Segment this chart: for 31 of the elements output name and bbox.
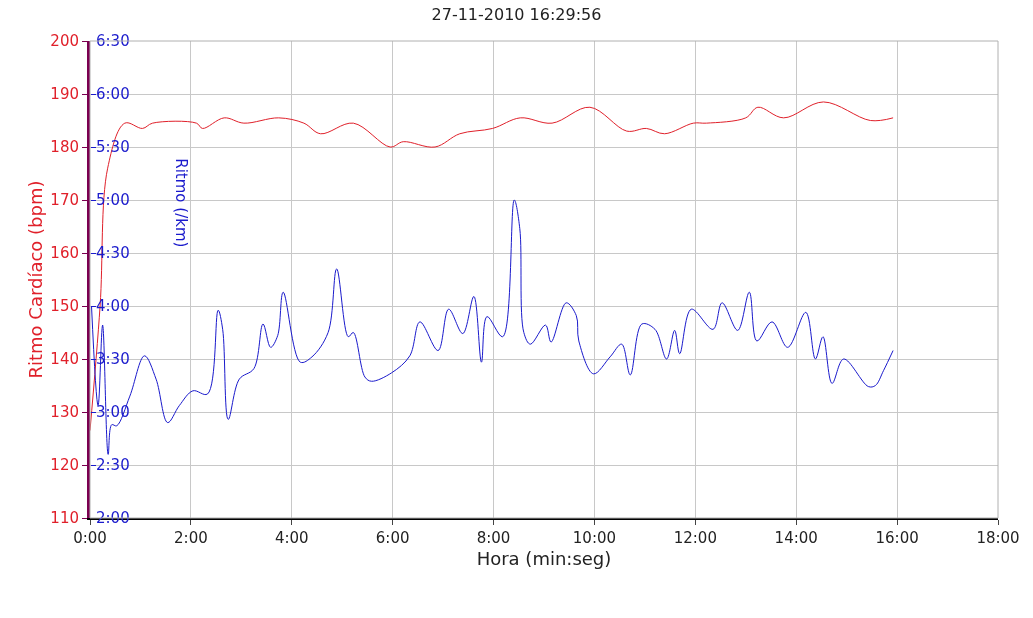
y2-tick-label: 2:30 <box>96 456 130 475</box>
x-tick-label: 8:00 <box>476 529 511 547</box>
y-tick-label: 190 <box>50 85 79 104</box>
x-tick-label: 12:00 <box>673 529 717 547</box>
y2-tick-label: 5:00 <box>96 191 130 210</box>
y2-axis-title: Ritmo (/km) <box>172 158 191 248</box>
y2-tick-label: 4:00 <box>96 297 130 316</box>
y2-tick-label: 4:30 <box>96 244 130 263</box>
x-tick-label: 16:00 <box>875 529 919 547</box>
y-tick-label: 110 <box>50 509 79 528</box>
y2-tick-label: 6:00 <box>96 85 130 104</box>
x-axis-title: Hora (min:seg) <box>476 547 612 569</box>
chart-title: 27-11-2010 16:29:56 <box>431 5 602 25</box>
x-tick-label: 10:00 <box>572 529 617 547</box>
x-tick-label: 6:00 <box>375 529 410 547</box>
x-tick-label: 0:00 <box>73 529 107 547</box>
y-tick-label: 180 <box>50 138 79 157</box>
y-tick-label: 200 <box>50 32 79 51</box>
y-tick-label: 130 <box>50 403 79 422</box>
y-tick-label: 160 <box>50 244 79 263</box>
x-tick-label: 4:00 <box>274 529 309 547</box>
y2-tick-label: 5:30 <box>96 138 130 157</box>
y-tick-label: 150 <box>50 297 79 316</box>
x-tick-label: 2:00 <box>174 529 208 547</box>
x-tick-label: 14:00 <box>774 529 818 547</box>
y-axis-title: Ritmo Cardíaco (bpm) <box>24 180 46 379</box>
y-tick-label: 140 <box>50 350 79 369</box>
y-tick-label: 170 <box>50 191 79 210</box>
x-tick-label: 18:00 <box>976 529 1020 547</box>
y2-tick-label: 6:30 <box>96 32 130 51</box>
y-tick-label: 120 <box>50 456 79 475</box>
